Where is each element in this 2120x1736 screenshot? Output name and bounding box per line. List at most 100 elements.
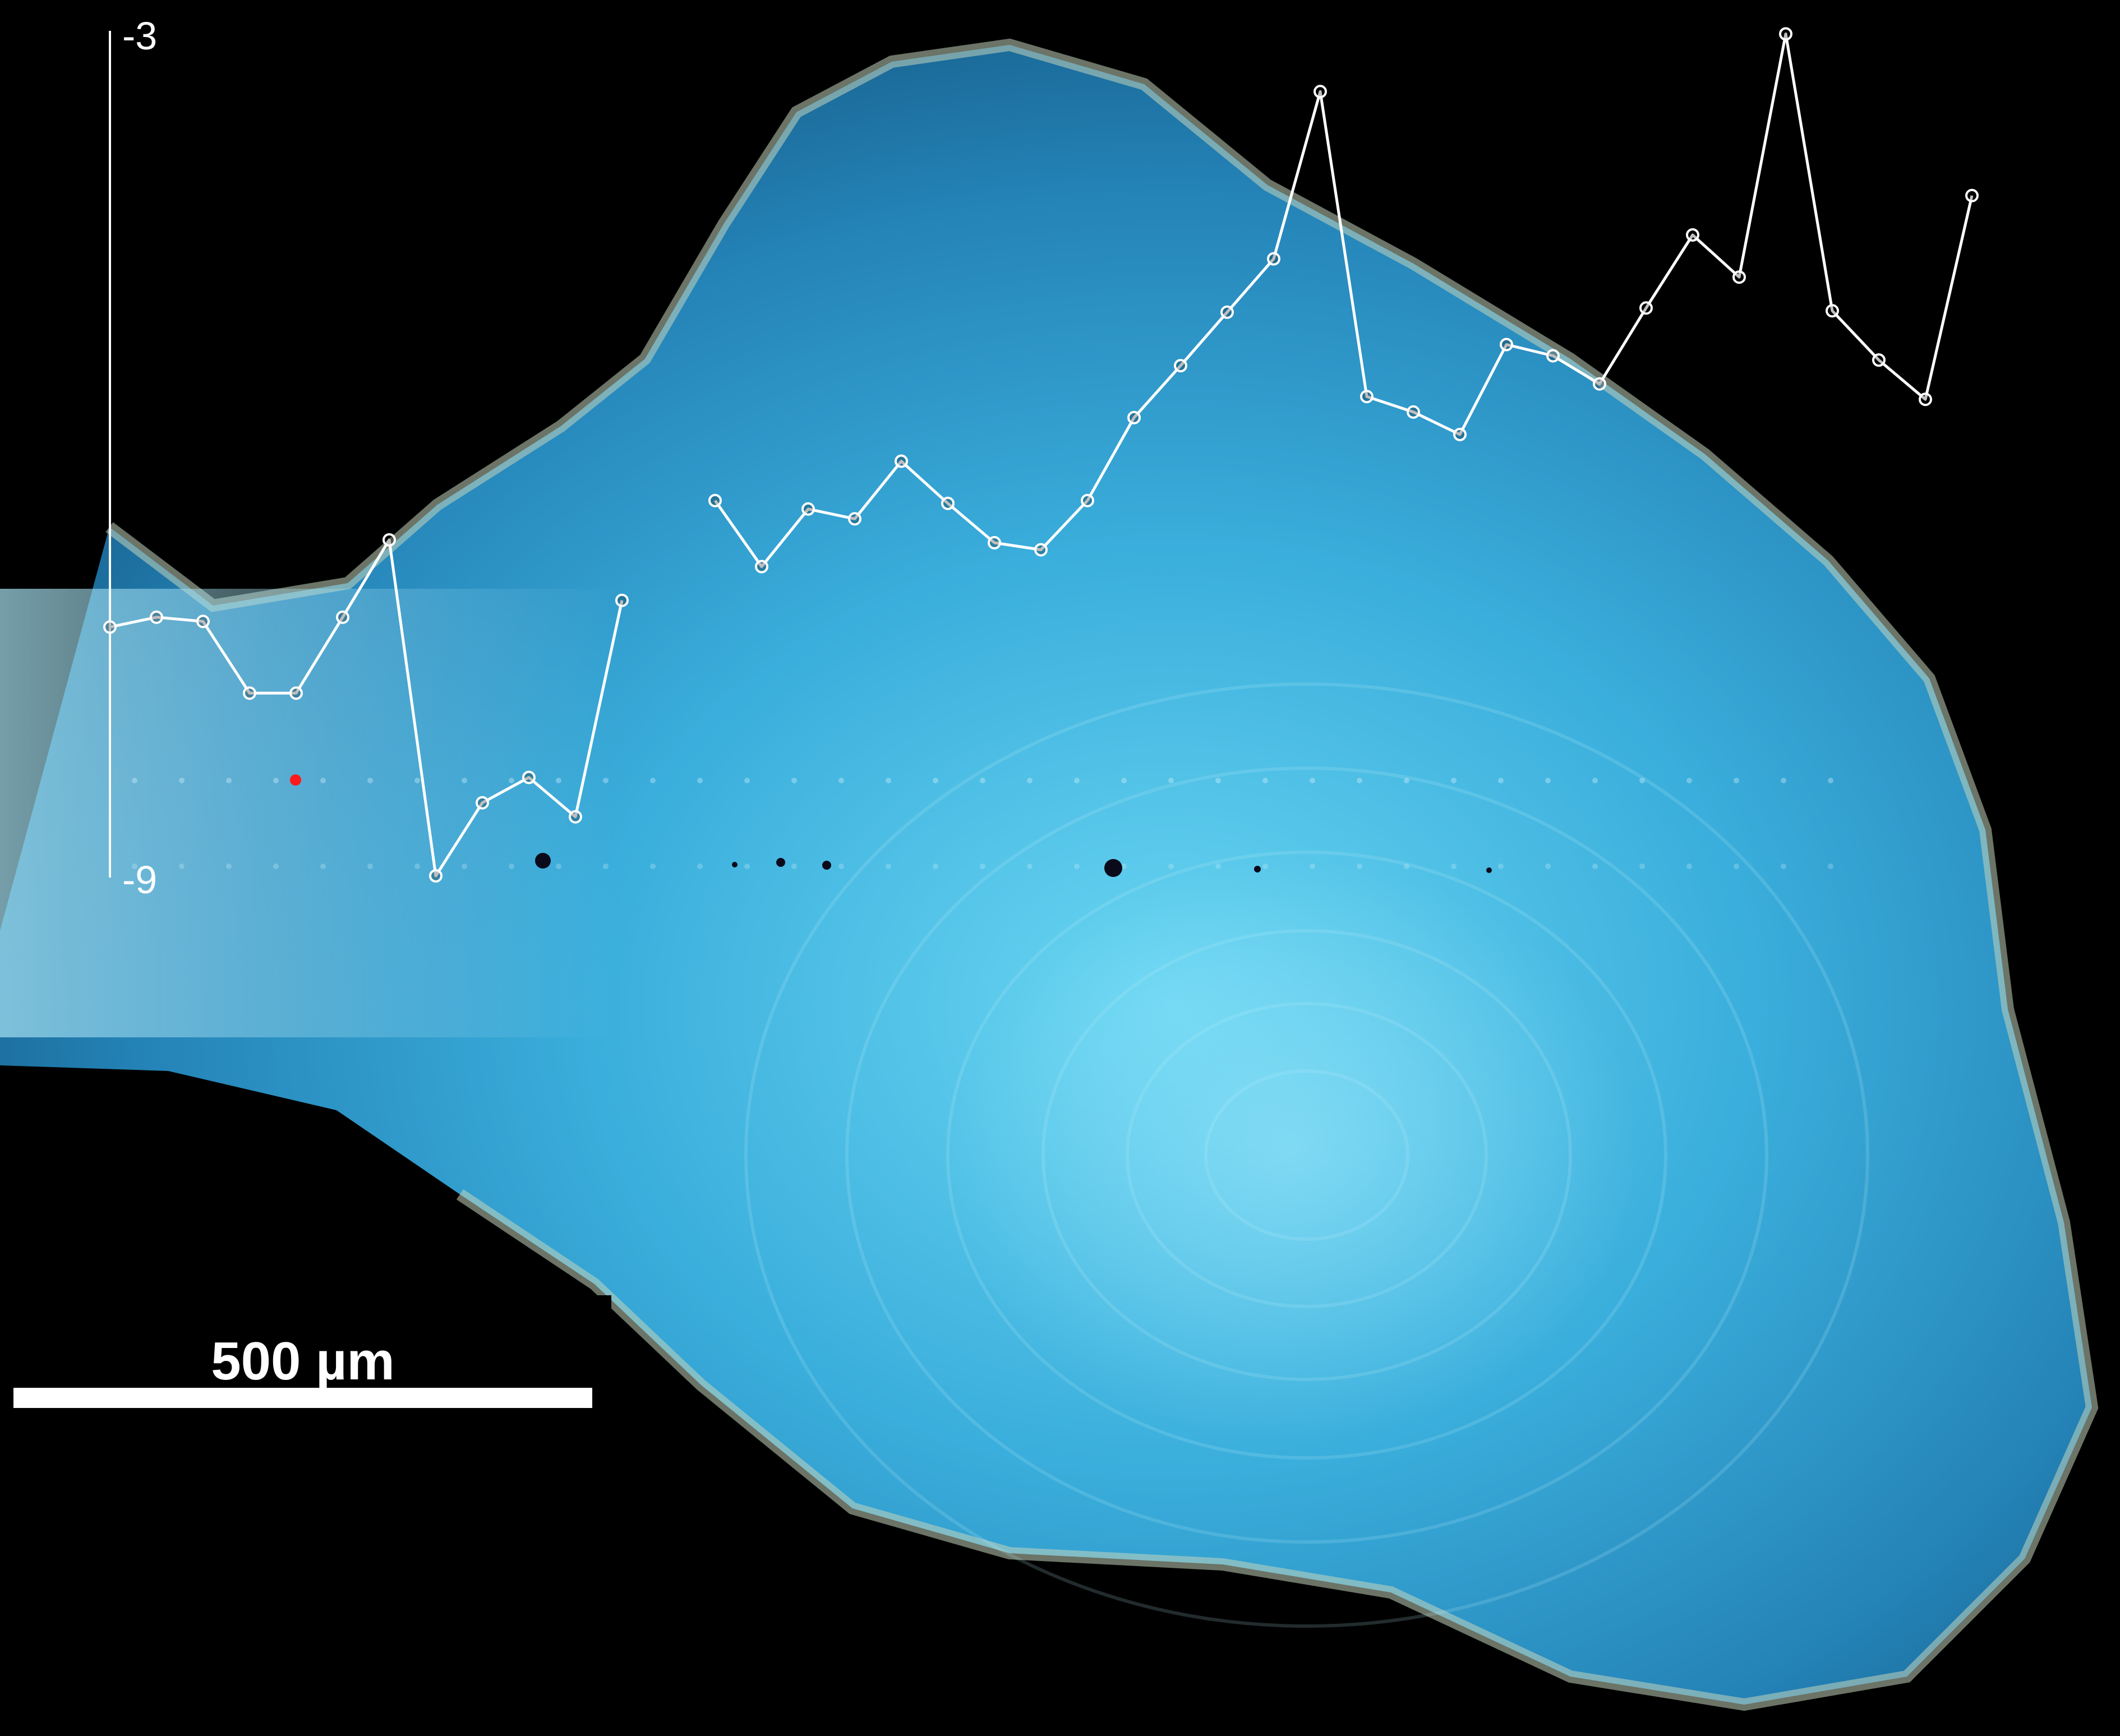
data-point: [336, 610, 349, 624]
ablation-pit: [1734, 864, 1739, 869]
ablation-pit: [1734, 778, 1739, 783]
ablation-pit: [603, 778, 609, 783]
ablation-pit: [1027, 778, 1033, 783]
ablation-pit: [1545, 778, 1551, 783]
ablation-pit: [273, 778, 279, 783]
data-point: [895, 454, 908, 468]
ablation-pit: [414, 778, 420, 783]
data-point: [1360, 390, 1374, 404]
ablation-pit: [462, 864, 467, 869]
ablation-pit: [320, 864, 326, 869]
ablation-pit: [1781, 864, 1786, 869]
data-point: [103, 620, 117, 634]
red-marker-dot: [290, 774, 301, 786]
ablation-pit: [1828, 778, 1833, 783]
ablation-pit: [132, 864, 137, 869]
data-point: [1314, 85, 1327, 99]
data-point: [476, 796, 489, 810]
data-point: [1407, 405, 1420, 419]
data-point: [941, 496, 955, 510]
ablation-pit: [744, 864, 750, 869]
data-point: [243, 686, 256, 700]
ablation-pit: [980, 778, 985, 783]
ablation-pit: [933, 864, 938, 869]
ablation-pit: [1498, 778, 1504, 783]
ablation-pit: [1686, 778, 1692, 783]
data-point: [1500, 338, 1513, 352]
ablation-pit: [1168, 778, 1174, 783]
series-line: [713, 33, 1974, 568]
ablation-pit: [1592, 864, 1598, 869]
ablation-pit: [1074, 778, 1080, 783]
ablation-pit: [556, 778, 561, 783]
ablation-pit: [1310, 778, 1315, 783]
ablation-pit: [650, 778, 656, 783]
data-point: [708, 493, 722, 507]
data-point: [522, 770, 536, 784]
ablation-pit: [414, 864, 420, 869]
ablation-pit: [1027, 864, 1033, 869]
data-point: [569, 810, 582, 824]
ablation-pit: [1828, 864, 1833, 869]
data-point: [1826, 304, 1839, 318]
ablation-pit: [1781, 778, 1786, 783]
data-point: [848, 512, 861, 526]
data-point: [1639, 301, 1653, 315]
ablation-pit: [603, 864, 609, 869]
dark-inclusion: [732, 862, 738, 867]
ablation-pit: [367, 864, 373, 869]
ablation-pit: [1262, 864, 1268, 869]
ablation-pit: [838, 864, 844, 869]
ablation-pit: [1121, 864, 1127, 869]
ablation-pit: [1404, 778, 1409, 783]
data-point: [1779, 27, 1792, 41]
series-1: [103, 533, 629, 883]
ablation-pit: [1121, 778, 1127, 783]
ablation-pit: [273, 864, 279, 869]
data-point: [1081, 493, 1094, 507]
data-point: [988, 535, 1001, 550]
ablation-pit: [650, 864, 656, 869]
ablation-pit: [1545, 864, 1551, 869]
ablation-pit: [1215, 778, 1221, 783]
ablation-pit: [226, 864, 232, 869]
series-line: [109, 538, 624, 878]
ablation-pit: [1639, 864, 1645, 869]
scale-bar: [13, 1388, 592, 1408]
ablation-pit: [509, 864, 514, 869]
data-point: [1965, 188, 1979, 202]
dark-inclusion: [1254, 866, 1261, 872]
data-point: [1919, 393, 1932, 407]
ablation-pit: [1498, 864, 1504, 869]
ablation-pit: [744, 778, 750, 783]
data-point: [1686, 228, 1699, 242]
dark-inclusion: [1486, 867, 1492, 873]
ablation-pit: [367, 778, 373, 783]
ablation-pit: [886, 864, 891, 869]
growth-rings: [744, 682, 1869, 1628]
data-point: [382, 533, 396, 547]
ablation-pit: [509, 778, 514, 783]
ablation-pit: [462, 778, 467, 783]
ablation-pit: [1451, 864, 1457, 869]
data-point: [1220, 305, 1234, 319]
dark-inclusion: [535, 853, 551, 869]
data-point: [289, 686, 303, 700]
data-point: [615, 593, 629, 607]
data-point: [196, 615, 210, 629]
data-point: [1732, 270, 1746, 284]
data-point: [1127, 410, 1141, 424]
data-point: [1546, 349, 1560, 363]
ablation-pit: [697, 778, 703, 783]
ablation-pit: [1074, 864, 1080, 869]
ablation-pit: [1404, 864, 1409, 869]
data-point: [1453, 427, 1467, 441]
data-point: [1872, 353, 1886, 367]
ablation-pit: [791, 864, 797, 869]
ablation-pit: [1215, 864, 1221, 869]
ablation-pit: [1592, 778, 1598, 783]
ablation-pits: [132, 778, 1833, 877]
scale-bar-label: 500 µm: [211, 1331, 395, 1391]
